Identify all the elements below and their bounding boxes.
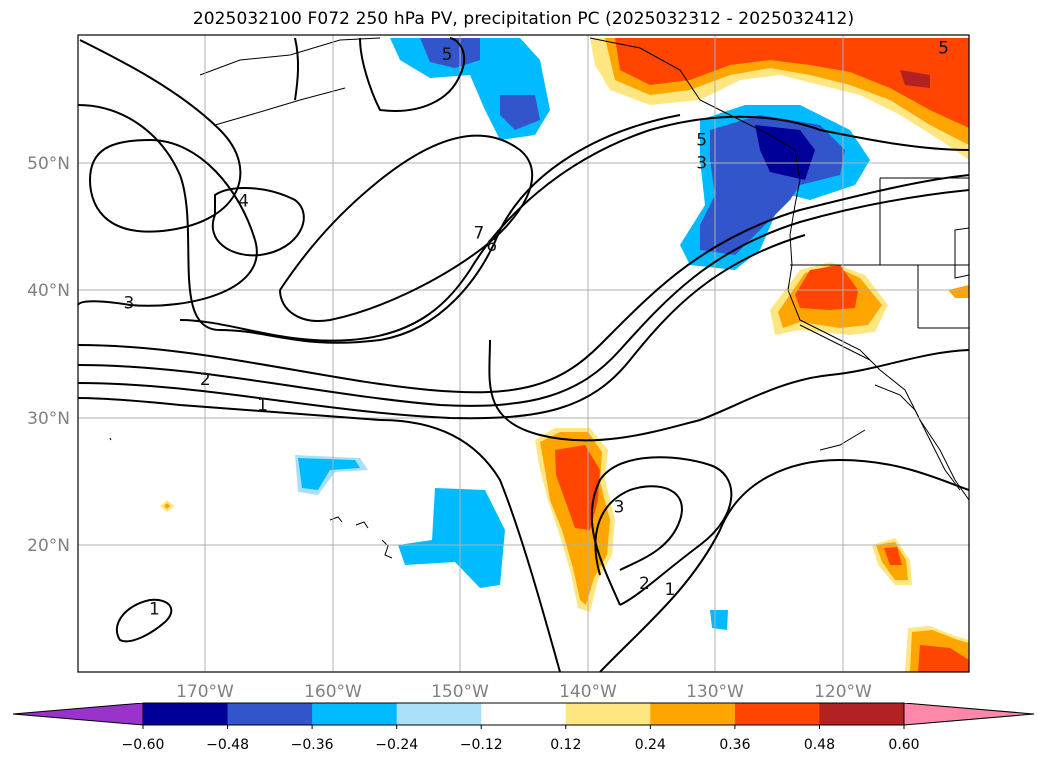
colorbar-tick-label: −0.60 — [122, 737, 165, 753]
contour-label: 3 — [614, 497, 625, 517]
colorbar-extend-low — [13, 703, 143, 725]
colorbar-extend-high — [904, 703, 1034, 725]
colorbar-tick-label: −0.36 — [291, 737, 334, 753]
contour-label: 5 — [442, 45, 453, 65]
lat-tick-40: 40°N — [27, 281, 70, 301]
map-title: 2025032100 F072 250 hPa PV, precipitatio… — [192, 9, 855, 29]
colorbar-labels: −0.60 −0.48 −0.36 −0.24 −0.12 0.12 0.24 0.36 0.4… — [122, 725, 920, 753]
contour-label: 1 — [664, 580, 675, 600]
pv-contours — [78, 37, 969, 672]
colorbar-tick-label: 0.12 — [550, 737, 581, 753]
precip-positive-shading — [160, 38, 969, 672]
contour-label: 2 — [639, 574, 650, 594]
contour-label: 5 — [696, 131, 707, 151]
colorbar-tick-label: −0.24 — [375, 737, 418, 753]
colorbar-swatch — [396, 703, 482, 725]
contour-label: 5 — [938, 39, 949, 59]
colorbar-tick-label: 0.48 — [804, 737, 835, 753]
lon-tick-160w: 160°W — [304, 682, 362, 702]
colorbar-swatch — [819, 703, 905, 725]
contour-label: 6 — [486, 236, 497, 256]
lon-tick-140w: 140°W — [559, 682, 617, 702]
colorbar-tick-label: −0.12 — [460, 737, 503, 753]
contour-label: 2 — [200, 370, 211, 390]
colorbar-tick-label: 0.36 — [719, 737, 750, 753]
colorbar: −0.60 −0.48 −0.36 −0.24 −0.12 0.12 0.24 0.36 0.4… — [12, 702, 1035, 753]
lon-tick-130w: 130°W — [686, 682, 744, 702]
colorbar-tick-label: 0.60 — [888, 737, 919, 753]
contour-label: 3 — [123, 294, 134, 314]
lat-tick-50: 50°N — [27, 154, 70, 174]
lat-tick-20: 20°N — [27, 536, 70, 556]
precip-negative-shading — [295, 38, 870, 630]
colorbar-tick-label: −0.48 — [206, 737, 249, 753]
contour-label: 7 — [473, 224, 484, 244]
lon-tick-170w: 170°W — [176, 682, 234, 702]
contour-label: 4 — [238, 192, 249, 212]
lon-tick-120w: 120°W — [814, 682, 872, 702]
colorbar-swatch — [734, 703, 820, 725]
colorbar-tick-label: 0.24 — [635, 737, 666, 753]
lat-axis: 50°N 40°N 30°N 20°N — [27, 154, 70, 556]
colorbar-swatch — [481, 703, 567, 725]
colorbar-swatch — [565, 703, 651, 725]
colorbar-swatch — [143, 703, 229, 725]
colorbar-swatch — [650, 703, 736, 725]
colorbar-swatch — [312, 703, 398, 725]
lon-axis: 170°W 160°W 150°W 140°W 130°W 120°W — [176, 682, 872, 702]
lat-tick-30: 30°N — [27, 409, 70, 429]
lon-tick-150w: 150°W — [431, 682, 489, 702]
colorbar-swatches — [13, 703, 1034, 725]
coastlines — [109, 37, 969, 559]
map-frame — [77, 34, 970, 673]
contour-label: 3 — [696, 153, 707, 173]
colorbar-swatch — [227, 703, 313, 725]
contour-label: 1 — [257, 396, 268, 416]
contour-label: 1 — [149, 599, 160, 619]
